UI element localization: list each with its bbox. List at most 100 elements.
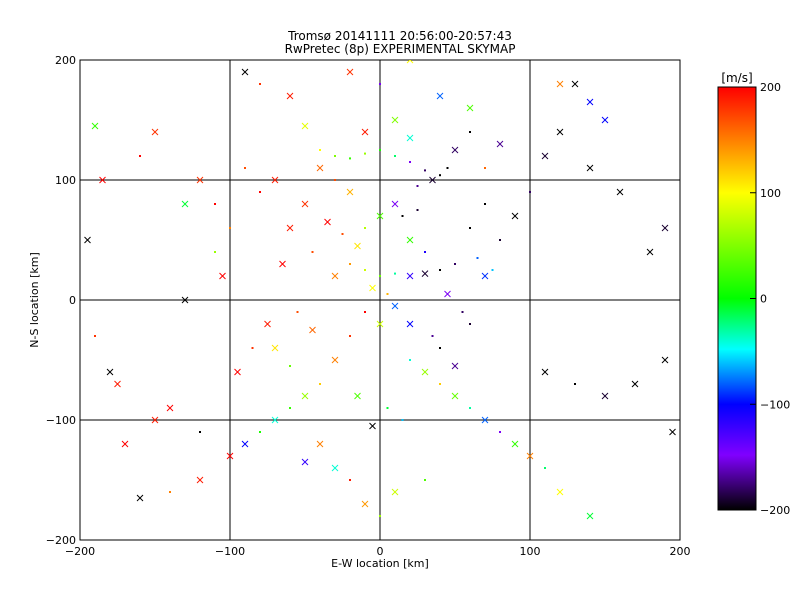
data-point-dot	[229, 227, 231, 229]
data-point-x	[316, 440, 324, 448]
data-point-x	[271, 416, 279, 424]
data-point-x	[196, 176, 204, 184]
data-point-x	[346, 188, 354, 196]
colorbar-ticks: 200 100 0 −100 −200	[750, 81, 790, 517]
data-point-x	[301, 200, 309, 208]
data-point-x	[324, 218, 331, 226]
data-point-dot	[379, 83, 381, 85]
data-point-x	[181, 200, 189, 208]
data-point-x	[586, 512, 594, 520]
data-point-x	[541, 368, 549, 376]
data-point-dot	[169, 491, 171, 493]
y-tick-label: 200	[55, 54, 76, 67]
data-point-dot	[94, 335, 96, 337]
data-point-x	[481, 272, 489, 280]
data-point-dot	[341, 233, 344, 235]
data-point-dot	[401, 419, 404, 421]
data-point-dot	[484, 203, 486, 205]
colorbar-tick-label: −200	[760, 504, 790, 517]
colorbar-tick-label: 100	[760, 187, 781, 200]
data-point-x	[114, 380, 121, 388]
data-point-dot	[469, 323, 471, 325]
x-tick-label: −200	[65, 545, 95, 558]
x-tick-label: 200	[670, 545, 691, 558]
data-point-x	[571, 80, 579, 88]
data-point-x	[669, 428, 676, 436]
data-point-dot	[439, 269, 441, 271]
data-point-x	[376, 212, 384, 220]
data-point-x	[316, 164, 324, 172]
data-point-dot	[311, 251, 314, 253]
data-point-dot	[386, 407, 389, 409]
data-point-dot	[409, 359, 411, 361]
data-point-dot	[469, 227, 471, 229]
data-point-x	[84, 236, 91, 244]
data-point-x	[369, 284, 376, 292]
data-point-x	[354, 242, 361, 250]
data-point-dot	[379, 275, 381, 277]
data-point-dot	[386, 293, 389, 295]
data-point-dot	[574, 383, 576, 385]
x-tick-label: −100	[215, 545, 245, 558]
data-point-x	[391, 116, 399, 124]
data-point-x	[91, 122, 99, 130]
x-tick-label: 100	[520, 545, 541, 558]
colorbar-unit-label: [m/s]	[721, 71, 752, 85]
data-point-x	[481, 416, 489, 424]
data-point-x	[301, 392, 309, 400]
data-point-x	[361, 500, 369, 508]
data-point-x	[496, 140, 504, 148]
x-axis-ticks: −200 −100 0 100 200	[65, 60, 691, 558]
data-point-dot	[364, 311, 366, 313]
data-point-x	[511, 440, 519, 448]
data-point-x	[601, 116, 609, 124]
data-point-dot	[424, 479, 426, 481]
data-point-dot	[439, 174, 441, 177]
data-point-x	[309, 326, 316, 334]
data-point-dot	[334, 155, 336, 157]
data-point-x	[121, 440, 129, 448]
data-point-dot	[349, 263, 351, 265]
data-point-x	[631, 380, 639, 388]
data-point-dot	[289, 407, 291, 409]
data-point-dot	[454, 263, 456, 265]
data-point-dot	[499, 431, 501, 433]
data-point-dot	[416, 209, 419, 211]
data-point-x	[376, 320, 384, 328]
data-point-x	[406, 236, 414, 244]
data-point-dot	[259, 83, 261, 85]
data-point-dot	[446, 167, 449, 169]
data-point-x	[361, 128, 369, 136]
data-point-x	[406, 272, 414, 280]
data-point-x	[331, 464, 339, 472]
data-point-dot	[439, 383, 441, 385]
data-point-dot	[409, 161, 411, 163]
data-point-dot	[469, 131, 471, 133]
data-point-x	[331, 272, 339, 280]
data-point-dot	[259, 431, 261, 433]
data-point-x	[226, 452, 234, 460]
data-point-x	[661, 356, 669, 364]
data-point-x	[541, 152, 549, 160]
data-point-x	[354, 392, 361, 400]
data-point-dot	[394, 155, 396, 157]
data-point-dot	[424, 169, 426, 172]
data-point-x	[166, 404, 174, 412]
data-point-dot	[439, 347, 441, 349]
data-point-dot	[289, 365, 291, 367]
data-point-x	[106, 368, 114, 376]
data-point-x	[391, 302, 399, 310]
data-point-dot	[484, 167, 486, 169]
data-point-x	[234, 368, 241, 376]
data-point-dot	[319, 383, 321, 385]
data-point-x	[436, 92, 444, 100]
data-point-dot	[244, 167, 246, 169]
y-axis-ticks: 200 100 0 −100 −200	[46, 54, 680, 547]
data-point-x	[444, 290, 451, 298]
data-point-x	[556, 488, 564, 496]
data-point-x	[451, 146, 459, 154]
data-point-dot	[431, 335, 434, 337]
data-point-dot	[416, 185, 419, 187]
chart-subtitle: RwPretec (8p) EXPERIMENTAL SKYMAP	[285, 42, 516, 56]
